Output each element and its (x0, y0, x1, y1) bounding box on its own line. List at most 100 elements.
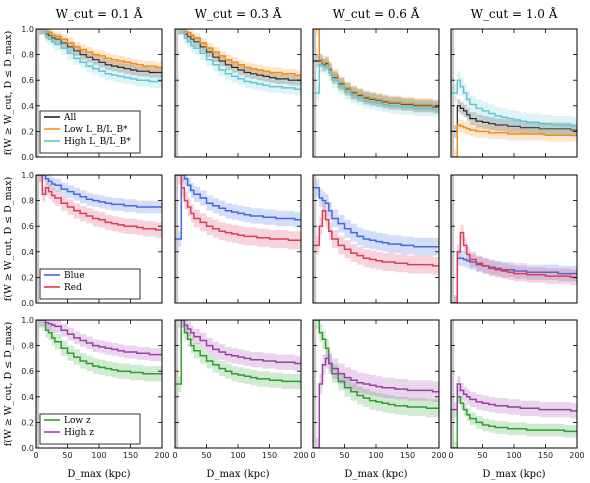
legend-row-1: All Low L_B/L_B* High L_B/L_B* (39, 110, 141, 154)
series-line-highz (313, 357, 439, 448)
x-axis-label: D_max (kpc) (206, 469, 269, 480)
x-tick-label: 150 (400, 451, 415, 460)
first-bin-band (36, 29, 40, 157)
error-band-blue (316, 178, 439, 256)
x-tick-label: 100 (506, 451, 521, 460)
legend-label: Low z (64, 416, 91, 426)
series-line-red (313, 210, 439, 267)
y-tick-label: 0.6 (21, 222, 34, 231)
panel-r3-c3: 0 50 100 150 200 (310, 319, 447, 460)
y-tick-label: 0.4 (21, 248, 34, 257)
y-tick-label: 0.8 (21, 342, 34, 351)
series-line-highlblb (313, 64, 439, 111)
first-bin-band (36, 320, 40, 448)
series-line-red (175, 175, 301, 242)
series-line-blue (36, 175, 162, 208)
x-tick-label: 150 (262, 451, 277, 460)
axis-labels: D_max (kpc) D_max (kpc) D_max (kpc) D_max (… (3, 31, 546, 480)
panel-r2-c4 (450, 174, 578, 304)
first-bin-band (313, 320, 317, 448)
error-band-highz (178, 320, 301, 372)
series-line-blue (313, 187, 439, 248)
x-tick-label: 200 (569, 451, 584, 460)
error-band-red (316, 201, 439, 275)
error-band-highz (454, 376, 577, 419)
error-band-red (454, 224, 577, 303)
y-tick-label: 0.0 (21, 153, 34, 162)
x-tick-label: 200 (293, 451, 308, 460)
x-axis-label: D_max (kpc) (344, 469, 407, 480)
series-line-lowlblb (175, 29, 301, 76)
y-axis-label: f(W ≥ W_cut, D ≤ D_max) (3, 31, 14, 156)
series-line-all (175, 29, 301, 81)
x-tick-label: 0 (33, 451, 38, 460)
legend-label: All (63, 113, 76, 123)
panel-r1-c2 (174, 28, 302, 158)
panel-r2-c1: 0.0 0.2 0.4 0.6 0.8 1.0 Blue Red (21, 171, 163, 308)
error-band-red (178, 175, 301, 250)
column-title-2: W_cut = 0.3 Å (195, 6, 282, 21)
panel-r1-c1: 0.0 0.2 0.4 0.6 0.8 1.0 All Low L_B/L_B* High L_… (21, 25, 163, 162)
column-title-3: W_cut = 0.6 Å (333, 6, 420, 21)
x-axis-label: D_max (kpc) (482, 469, 545, 480)
series-line-highz (36, 320, 162, 356)
y-axis-label: f(W ≥ W_cut, D ≤ D_max) (3, 177, 14, 302)
error-band-highlblb (316, 57, 439, 118)
y-tick-label: 1.0 (21, 316, 34, 325)
legend-label: High z (64, 428, 94, 438)
x-tick-label: 0 (448, 451, 453, 460)
y-tick-label: 0.4 (21, 393, 34, 402)
error-band-highlblb (39, 29, 162, 88)
error-band-lowz (454, 390, 577, 448)
series-line-lowz (175, 320, 301, 385)
x-tick-label: 50 (62, 451, 72, 460)
error-band-highlblb (454, 71, 577, 136)
error-band-lowz (316, 320, 439, 418)
error-band-highz (316, 348, 439, 448)
error-band-blue (39, 175, 162, 214)
error-band-red (39, 175, 162, 238)
y-tick-label: 0.8 (21, 51, 34, 60)
panel-r3-c1: 0.0 0.2 0.4 0.6 0.8 1.0 0 50 100 150 200 Low z High … (21, 316, 169, 460)
series-line-red (36, 175, 162, 231)
y-tick-label: 0.4 (21, 102, 34, 111)
x-tick-label: 50 (201, 451, 211, 460)
column-titles: W_cut = 0.1 Å W_cut = 0.3 Å W_cut = 0.6 Å W… (56, 6, 558, 21)
error-band-lowlblb (39, 29, 162, 73)
panel-r3-c4: 0 50 100 150 200 (448, 319, 585, 460)
panel-r3-c2: 0 50 100 150 200 (172, 319, 309, 460)
legend-row-2: Blue Red (39, 268, 141, 300)
x-tick-label: 150 (538, 451, 553, 460)
y-axis-label: f(W ≥ W_cut, D ≤ D_max) (3, 322, 14, 447)
legend-label: Blue (64, 271, 85, 281)
x-tick-label: 100 (230, 451, 245, 460)
x-tick-label: 50 (477, 451, 487, 460)
panel-r2-c2 (174, 174, 302, 304)
y-tick-label: 1.0 (21, 171, 34, 180)
x-axis-label: D_max (kpc) (67, 469, 130, 480)
panel-r1-c3 (312, 28, 440, 158)
error-band-lowz (178, 320, 301, 392)
series-line-lowz (36, 320, 162, 375)
first-bin-band (451, 175, 455, 303)
series-line-lowlblb (313, 29, 439, 107)
y-tick-label: 0.2 (21, 418, 34, 427)
legend-label: High L_B/L_B* (64, 137, 131, 147)
series-line-highlblb (175, 29, 301, 90)
y-tick-label: 0.8 (21, 197, 34, 206)
error-band-blue (454, 250, 577, 303)
legend-box (39, 413, 141, 445)
error-band-all (316, 54, 439, 114)
series-line-highz (175, 320, 301, 365)
x-tick-label: 0 (172, 451, 177, 460)
error-band-lowz (39, 320, 162, 382)
series-line-red (451, 231, 577, 303)
y-tick-label: 0.0 (21, 444, 34, 453)
y-tick-label: 0.2 (21, 127, 34, 136)
first-bin-band (313, 175, 317, 303)
first-bin-band (451, 320, 455, 448)
x-tick-label: 100 (91, 451, 106, 460)
x-tick-label: 100 (368, 451, 383, 460)
legend-label: Low L_B/L_B* (64, 125, 128, 135)
y-tick-label: 0.2 (21, 273, 34, 282)
